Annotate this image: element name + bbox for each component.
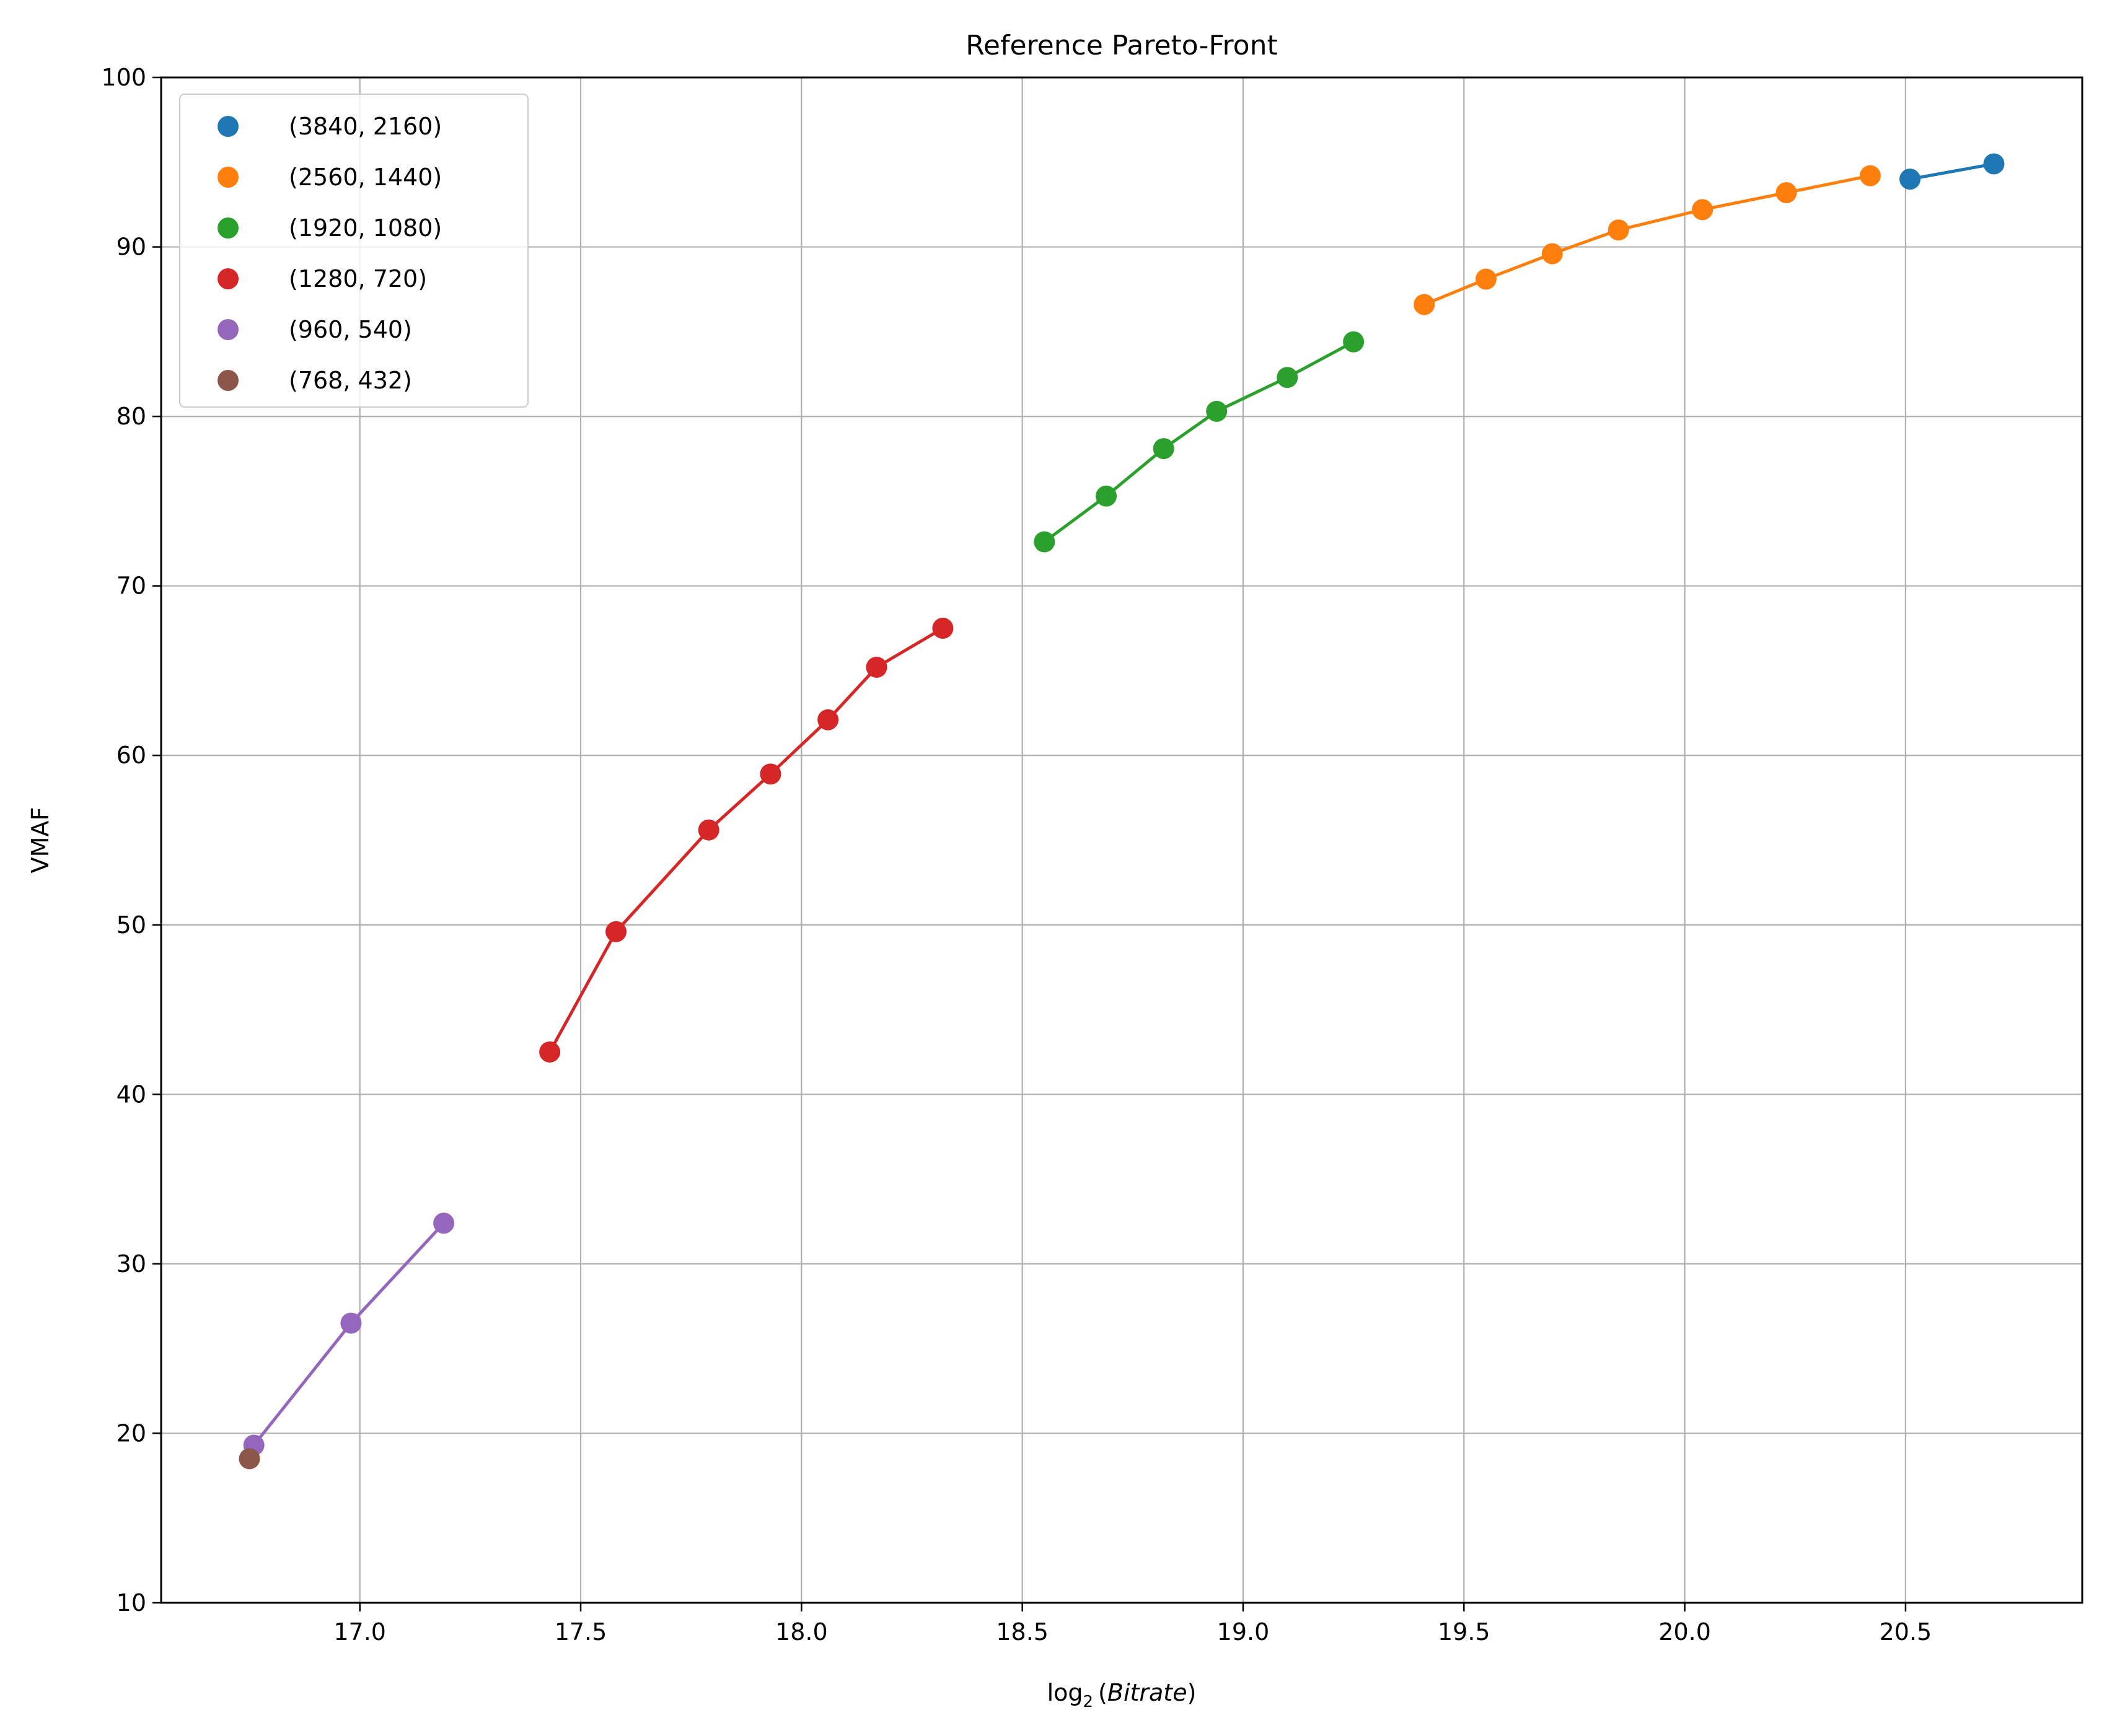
data-point	[760, 763, 781, 785]
data-point	[1096, 485, 1117, 507]
x-tick-label: 19.5	[1438, 1618, 1490, 1646]
data-point	[1541, 243, 1563, 265]
data-point	[1277, 367, 1298, 388]
axis-ticks: 17.0 17.5 18.0 18.5 19.0 19.5 20.0 20.5 10 20 30 40…	[101, 64, 1932, 1646]
data-point	[1206, 400, 1228, 422]
y-tick-label: 70	[117, 572, 146, 600]
x-axis-label: log2 (Bitrate)	[1047, 1679, 1197, 1711]
plot-frame	[160, 76, 2083, 1604]
legend-items: (3840, 2160) (2560, 1440) (1920, 1080) (128…	[218, 113, 442, 394]
series-layer	[239, 153, 2005, 1470]
series-1	[1414, 165, 1881, 315]
data-point	[539, 1041, 561, 1063]
y-tick-label: 40	[117, 1081, 146, 1108]
x-axis-label-subscript: 2	[1083, 1693, 1094, 1711]
legend-label: (3840, 2160)	[289, 113, 442, 140]
legend-item: (1280, 720)	[218, 265, 427, 292]
y-tick-label: 50	[117, 911, 146, 939]
x-tick-label: 19.0	[1217, 1618, 1270, 1646]
legend-marker	[218, 319, 239, 340]
series-0	[1899, 153, 2005, 190]
series-5	[239, 1448, 260, 1470]
y-tick-label: 10	[117, 1589, 146, 1616]
data-point	[340, 1312, 362, 1334]
data-point	[605, 921, 627, 942]
legend-label: (1280, 720)	[289, 265, 427, 292]
x-tick-label: 18.5	[996, 1618, 1049, 1646]
y-axis-label: VMAF	[27, 807, 54, 874]
data-point	[1034, 531, 1055, 553]
legend-marker	[218, 370, 239, 391]
legend-box	[179, 94, 529, 408]
data-point	[1692, 199, 1713, 221]
legend-marker	[218, 268, 239, 289]
legend: (3840, 2160) (2560, 1440) (1920, 1080) (128…	[179, 94, 529, 408]
legend-item: (1920, 1080)	[218, 214, 442, 242]
data-point	[1608, 219, 1629, 241]
series-3	[539, 618, 954, 1063]
legend-label: (2560, 1440)	[289, 164, 442, 191]
x-tick-label: 17.0	[333, 1618, 386, 1646]
data-point	[1775, 182, 1797, 204]
legend-item: (3840, 2160)	[218, 113, 442, 140]
legend-marker	[218, 167, 239, 188]
legend-label: (960, 540)	[289, 316, 412, 343]
x-tick-label: 20.5	[1880, 1618, 1932, 1646]
legend-marker	[218, 116, 239, 137]
y-tick-label: 30	[117, 1250, 146, 1278]
data-point	[698, 819, 719, 841]
legend-label: (1920, 1080)	[289, 214, 442, 242]
data-point	[817, 709, 839, 730]
y-tick-label: 100	[101, 64, 146, 91]
x-axis-label-variable: Bitrate	[1107, 1679, 1187, 1706]
legend-item: (2560, 1440)	[218, 164, 442, 191]
data-point	[1343, 331, 1365, 353]
series-2	[1034, 331, 1365, 553]
data-point	[866, 656, 887, 678]
x-tick-label: 18.0	[775, 1618, 828, 1646]
x-tick-label: 20.0	[1658, 1618, 1711, 1646]
data-point	[433, 1212, 455, 1234]
legend-label: (768, 432)	[289, 367, 412, 394]
data-point	[1859, 165, 1881, 186]
data-point	[1475, 268, 1497, 290]
legend-item: (960, 540)	[218, 316, 412, 343]
data-point	[932, 618, 954, 639]
legend-item: (768, 432)	[218, 367, 412, 394]
series-line	[1042, 340, 1355, 544]
y-tick-label: 80	[117, 403, 146, 430]
y-tick-label: 60	[117, 742, 146, 769]
data-point	[1983, 153, 2005, 175]
series-line	[1908, 162, 1995, 181]
data-point	[1899, 169, 1921, 190]
data-point	[1414, 294, 1435, 315]
legend-marker	[218, 217, 239, 239]
chart-title: Reference Pareto-Front	[966, 30, 1277, 61]
x-axis-label-main: log	[1047, 1679, 1083, 1706]
data-point	[1153, 438, 1174, 460]
y-tick-label: 90	[117, 234, 146, 261]
data-point	[239, 1448, 260, 1470]
x-tick-label: 17.5	[555, 1618, 607, 1646]
y-tick-label: 20	[117, 1419, 146, 1447]
